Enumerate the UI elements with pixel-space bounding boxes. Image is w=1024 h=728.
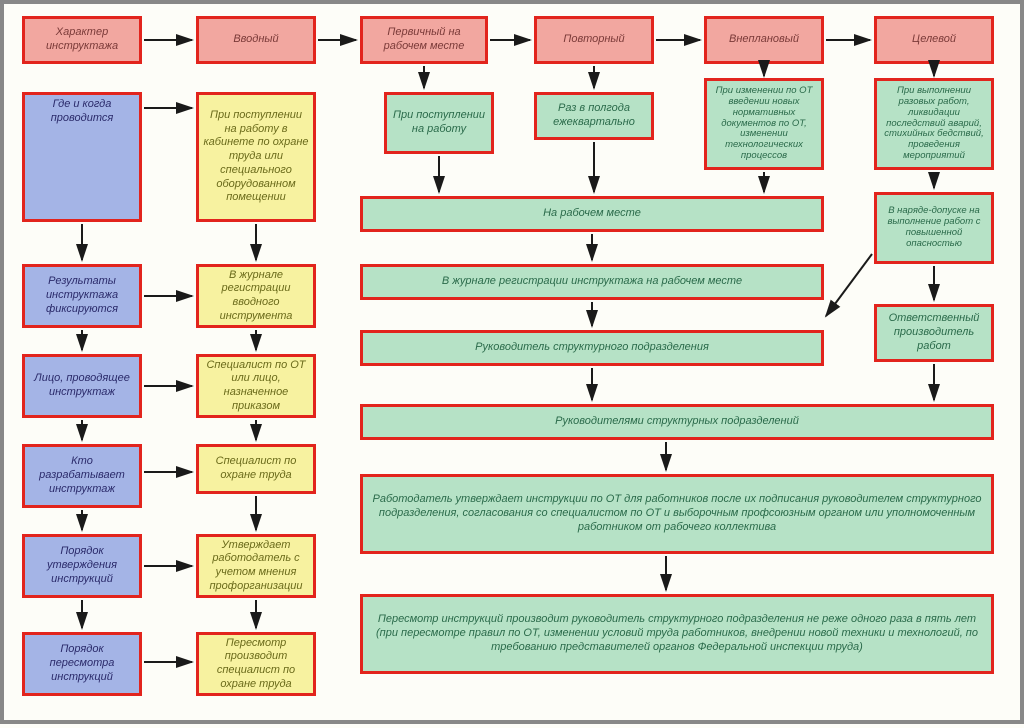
header-target: Целевой (874, 16, 994, 64)
row-where-when: Где и когда проводится (22, 92, 142, 222)
row-approval: Порядок утверждения инструкций (22, 534, 142, 598)
green-utverzh: Работодатель утверждает инструкции по ОТ… (360, 474, 994, 554)
yellow-journal: В журнале регистрации вводного инструмен… (196, 264, 316, 328)
row-who-develops: Кто разрабатывает инструктаж (22, 444, 142, 508)
header-primary: Первичный на рабочем месте (360, 16, 488, 64)
row-person: Лицо, проводящее инструктаж (22, 354, 142, 418)
header-character: Характер инструктажа (22, 16, 142, 64)
green-workplace: На рабочем месте (360, 196, 824, 232)
header-introductory: Вводный (196, 16, 316, 64)
row-results: Результаты инструктажа фиксируются (22, 264, 142, 328)
green-ruk-plural: Руководителями структурных подразделений (360, 404, 994, 440)
green-journal-wide: В журнале регистрации инструктажа на раб… (360, 264, 824, 300)
green-repeat-when: Раз в полгода ежеквартально (534, 92, 654, 140)
header-unplanned: Внеплановый (704, 16, 824, 64)
green-primary-when: При поступлении на работу (384, 92, 494, 154)
green-target-when: При выполнении разовых работ, ликвидации… (874, 78, 994, 170)
yellow-developer: Специалист по охране труда (196, 444, 316, 494)
yellow-admission: При поступлении на работу в кабинете по … (196, 92, 316, 222)
green-ruk-podr: Руководитель структурного подразделения (360, 330, 824, 366)
yellow-revision: Пересмотр производит специалист по охран… (196, 632, 316, 696)
green-unplanned-when: При изменении по ОТ введении новых норма… (704, 78, 824, 170)
green-peresmotr: Пересмотр инструкций производит руководи… (360, 594, 994, 674)
green-otv-prod: Ответственный производитель работ (874, 304, 994, 362)
green-naryad: В наряде-допуске на выполнение работ с п… (874, 192, 994, 264)
yellow-specialist: Специалист по ОТ или лицо, назначенное п… (196, 354, 316, 418)
flowchart-canvas: Характер инструктажа Вводный Первичный н… (0, 0, 1024, 724)
row-revision: Порядок пересмотра инструкций (22, 632, 142, 696)
header-repeat: Повторный (534, 16, 654, 64)
yellow-approval: Утверждает работодатель с учетом мнения … (196, 534, 316, 598)
